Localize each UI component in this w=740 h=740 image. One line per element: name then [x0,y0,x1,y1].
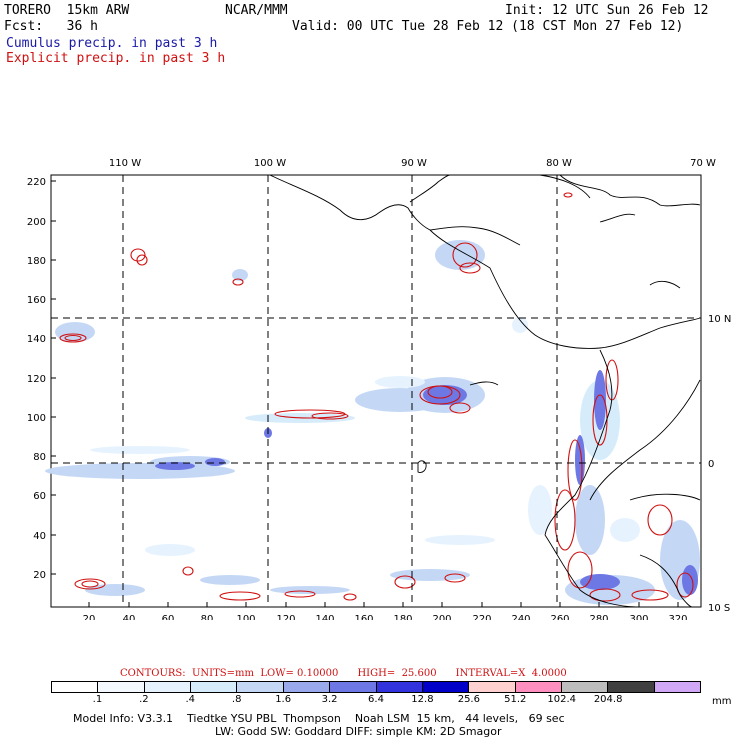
x-label: 40 [123,614,136,620]
bottom-axis-labels: 20 40 60 80 100 120 140 160 180 200 220 … [83,614,688,620]
explicit-precip-contours [59,192,694,602]
colorbar-swatch [237,682,284,692]
y-label: 180 [27,256,46,267]
colorbar-label: 102.4 [547,694,577,705]
colorbar-label: 12.8 [411,694,434,705]
colorbar-label: 51.2 [504,694,527,705]
org-label: NCAR/MMM [225,3,288,18]
colorbar-swatch [283,682,331,692]
y-label: 220 [27,177,46,188]
x-label: 180 [393,614,412,620]
colorbar-swatch [376,682,423,692]
y-label: 100 [27,413,46,424]
colorbar-swatch [561,682,609,692]
cumulus-field-label: Cumulus precip. in past 3 h [6,36,218,51]
x-label: 300 [629,614,648,620]
y-label: 160 [27,295,46,306]
colorbar-label: 204.8 [593,694,623,705]
x-label: 280 [589,614,608,620]
x-label: 120 [276,614,295,620]
left-axis-labels: 220 200 180 160 140 120 100 80 60 40 20 [27,177,46,581]
contour-info: CONTOURS: UNITS=mm LOW= 0.10000 HIGH= 25… [120,668,567,679]
x-label: 200 [432,614,451,620]
y-label: 60 [33,491,46,502]
colorbar-swatch [515,682,562,692]
x-label: 60 [162,614,175,620]
lon-label-70w: 70 W [690,158,716,169]
x-label: 220 [472,614,491,620]
valid-time: Valid: 00 UTC Tue 28 Feb 12 (18 CST Mon … [292,19,684,34]
y-label: 140 [27,334,46,345]
explicit-field-label: Explicit precip. in past 3 h [6,51,226,66]
colorbar-swatch [422,682,470,692]
x-label: 240 [511,614,530,620]
lat-label-0: 0 [708,459,714,470]
lon-label-80w: 80 W [546,158,572,169]
colorbar-label: 3.2 [321,694,338,705]
coastlines [269,174,701,608]
x-label: 140 [315,614,334,620]
colorbar-swatch [98,682,145,692]
x-label: 160 [354,614,373,620]
model-info-line2: LW: Godd SW: Goddard DIFF: simple KM: 2D… [215,725,502,738]
y-label: 80 [33,452,46,463]
colorbar-swatch [191,682,238,692]
x-label: 80 [201,614,214,620]
colorbar-swatch [144,682,192,692]
colorbar-swatch [469,682,516,692]
colorbar-label: 6.4 [368,694,384,705]
colorbar-swatch [654,682,701,692]
colorbar-label: .1 [92,694,103,705]
graticule [51,175,701,607]
y-label: 120 [27,374,46,385]
lon-label-110w: 110 W [109,158,141,169]
colorbar-swatch [608,682,655,692]
forecast-hour: Fcst: 36 h [4,19,98,34]
colorbar-unit: mm [712,696,732,707]
colorbar-label: .2 [139,694,149,705]
colorbar-swatch [52,682,99,692]
lon-label-90w: 90 W [401,158,427,169]
y-label: 200 [27,217,46,228]
colorbar-label: 25.6 [457,694,480,705]
lat-label-10n: 10 N [708,314,731,325]
colorbar [51,681,701,693]
x-label: 20 [83,614,96,620]
axis-ticks [51,180,679,607]
init-time: Init: 12 UTC Sun 26 Feb 12 [505,3,709,18]
x-label: 100 [236,614,255,620]
colorbar-label: .4 [185,694,196,705]
colorbar-label: .8 [231,694,242,705]
colorbar-label: 1.6 [275,694,292,705]
model-title: TORERO 15km ARW [4,3,130,18]
x-label: 260 [550,614,569,620]
y-label: 40 [33,531,46,542]
y-label: 20 [33,570,46,581]
precip-map: 110 W 100 W 90 W 80 W 70 W 10 N 0 10 S 2… [27,158,731,620]
colorbar-swatch [330,682,377,692]
x-label: 320 [668,614,687,620]
lat-label-10s: 10 S [708,603,730,614]
model-info-line1: Model Info: V3.3.1 Tiedtke YSU PBL Thomp… [73,712,565,725]
lon-label-100w: 100 W [254,158,286,169]
